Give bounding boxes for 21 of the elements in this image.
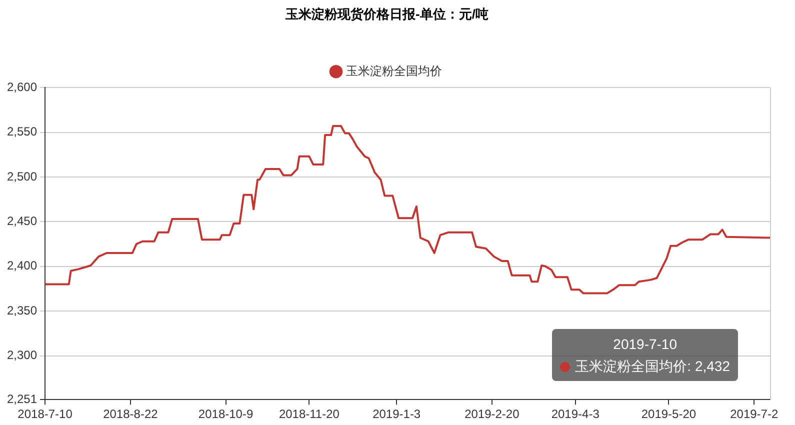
x-tick-label: 2019-2-20 [464, 407, 520, 422]
y-tick-label: 2,400 [7, 258, 38, 273]
legend-label: 玉米淀粉全国均价 [346, 64, 442, 78]
x-tick-label: 2019-1-3 [372, 407, 421, 422]
annotation: 2019-7-10 [612, 335, 678, 354]
x-tick-label: 2019-5-20 [641, 407, 696, 422]
y-tick-label: 2,300 [7, 348, 38, 362]
y-tick-label: 2,600 [7, 80, 38, 94]
y-tick-label: 2,350 [7, 303, 38, 318]
x-tick-label: 2018-10-9 [198, 407, 254, 422]
y-tick-label: 2,500 [7, 169, 38, 184]
x-tick-label: 2019-4-3 [551, 407, 600, 422]
y-tick-label: 2,251 [7, 392, 38, 406]
x-tick-label: 2019-7-2 [730, 407, 778, 422]
y-tick-label: 2,550 [7, 124, 38, 139]
chart-title: 玉米淀粉现货价格日报-单位：元/吨 [284, 6, 488, 22]
x-tick-label: 2018-7-10 [18, 407, 73, 422]
x-tick-label: 2018-11-20 [278, 407, 340, 422]
annotation: 玉米淀粉全国均价: 2,432 [574, 357, 730, 376]
y-tick-label: 2,450 [7, 214, 38, 228]
x-tick-label: 2018-8-22 [103, 407, 158, 422]
